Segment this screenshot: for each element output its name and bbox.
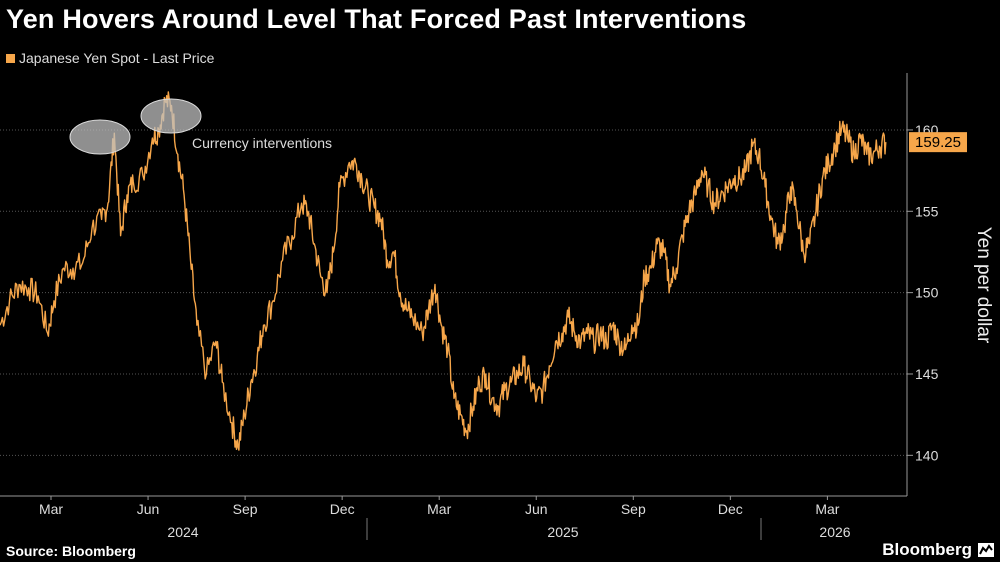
x-tick-label: Mar — [427, 501, 451, 517]
brand-logo-text: Bloomberg — [882, 540, 972, 559]
y-tick-label: 145 — [915, 366, 939, 382]
last-value-label: 159.25 — [915, 134, 961, 151]
bloomberg-icon — [978, 543, 994, 557]
x-tick-label: Sep — [621, 501, 646, 517]
legend: Japanese Yen Spot - Last Price — [6, 50, 214, 66]
chart-title: Yen Hovers Around Level That Forced Past… — [6, 4, 747, 34]
x-tick-label: Dec — [330, 501, 355, 517]
legend-swatch — [6, 53, 15, 63]
intervention-highlight-ellipse — [69, 119, 131, 155]
intervention-highlight-ellipse — [140, 98, 202, 134]
x-tick-label: Dec — [718, 501, 743, 517]
annotation-label: Currency interventions — [192, 135, 332, 151]
year-label: 2024 — [167, 524, 198, 540]
y-tick-label: 140 — [915, 447, 939, 463]
legend-label: Japanese Yen Spot - Last Price — [19, 50, 215, 66]
y-axis-title: Yen per dollar — [973, 227, 994, 344]
x-tick-label: Mar — [815, 501, 839, 517]
year-label: 2026 — [819, 524, 850, 540]
x-tick-label: Jun — [525, 501, 548, 517]
x-tick-label: Sep — [233, 501, 258, 517]
last-value-badge — [909, 132, 967, 153]
x-tick-label: Mar — [39, 501, 63, 517]
series-line-yen-spot — [0, 91, 887, 451]
year-label: 2025 — [547, 524, 578, 540]
y-tick-label: 155 — [915, 203, 939, 219]
x-tick-label: Jun — [137, 501, 160, 517]
source-note: Source: Bloomberg — [6, 543, 136, 559]
y-tick-label: 150 — [915, 285, 939, 301]
